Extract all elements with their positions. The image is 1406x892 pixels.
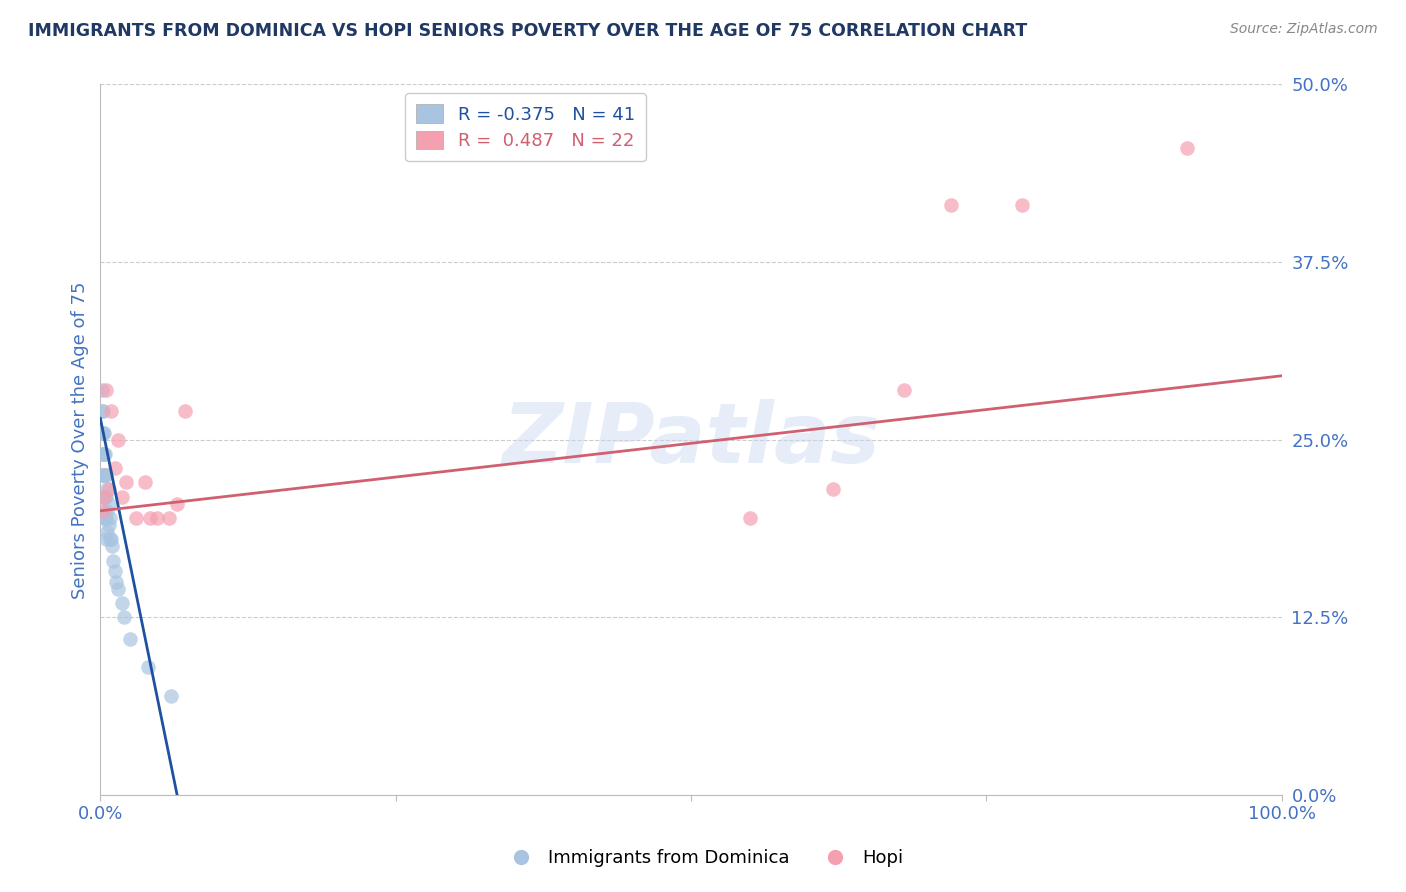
Point — [91, 447, 114, 461]
Point — [110, 490, 132, 504]
Text: Source: ZipAtlas.com: Source: ZipAtlas.com — [1230, 22, 1378, 37]
Legend: R = -0.375   N = 41, R =  0.487   N = 22: R = -0.375 N = 41, R = 0.487 N = 22 — [405, 94, 645, 161]
Text: IMMIGRANTS FROM DOMINICA VS HOPI SENIORS POVERTY OVER THE AGE OF 75 CORRELATION : IMMIGRANTS FROM DOMINICA VS HOPI SENIORS… — [28, 22, 1028, 40]
Point — [1175, 141, 1198, 155]
Point — [96, 504, 118, 518]
Point — [893, 383, 915, 397]
Point — [96, 525, 118, 540]
Point — [740, 511, 762, 525]
Point — [104, 574, 127, 589]
Point — [139, 511, 162, 525]
Legend: Immigrants from Dominica, Hopi: Immigrants from Dominica, Hopi — [496, 842, 910, 874]
Point — [96, 511, 118, 525]
Point — [90, 425, 112, 440]
Point — [90, 383, 112, 397]
Point — [96, 490, 118, 504]
Point — [94, 511, 117, 525]
Point — [93, 447, 115, 461]
Point — [103, 553, 125, 567]
Point — [110, 596, 132, 610]
Point — [91, 425, 114, 440]
Point — [125, 511, 148, 525]
Point — [174, 404, 197, 418]
Point — [91, 468, 114, 483]
Point — [91, 404, 114, 418]
Point — [94, 468, 117, 483]
Point — [157, 511, 180, 525]
Point — [97, 518, 120, 533]
Point — [103, 461, 125, 475]
Point — [96, 533, 118, 547]
Point — [107, 582, 129, 596]
Point — [112, 610, 135, 624]
Point — [1011, 198, 1033, 212]
Point — [90, 447, 112, 461]
Point — [98, 533, 121, 547]
Point — [96, 468, 118, 483]
Point — [94, 490, 117, 504]
Point — [100, 533, 122, 547]
Point — [101, 539, 124, 553]
Point — [93, 468, 115, 483]
Point — [96, 383, 118, 397]
Point — [93, 425, 115, 440]
Point — [103, 564, 125, 578]
Point — [115, 475, 138, 490]
Point — [93, 490, 115, 504]
Point — [939, 198, 962, 212]
Point — [821, 483, 844, 497]
Point — [93, 490, 115, 504]
Point — [94, 447, 117, 461]
Point — [97, 483, 120, 497]
Text: ZIPatlas: ZIPatlas — [502, 400, 880, 480]
Point — [146, 511, 169, 525]
Point — [134, 475, 156, 490]
Y-axis label: Seniors Poverty Over the Age of 75: Seniors Poverty Over the Age of 75 — [72, 281, 89, 599]
Point — [107, 433, 129, 447]
Point — [160, 689, 183, 703]
Point — [97, 497, 120, 511]
Point — [166, 497, 188, 511]
Point — [91, 490, 114, 504]
Point — [90, 468, 112, 483]
Point — [96, 483, 118, 497]
Point — [98, 511, 121, 525]
Point — [93, 511, 115, 525]
Point — [136, 660, 159, 674]
Point — [100, 404, 122, 418]
Point — [91, 504, 114, 518]
Point — [118, 632, 141, 646]
Point — [90, 404, 112, 418]
